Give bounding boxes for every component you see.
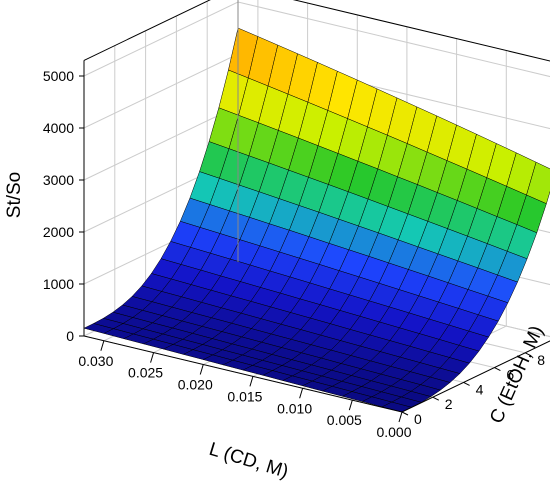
y-tick-mark (402, 412, 408, 415)
x-tick-label: 0.030 (78, 353, 113, 369)
z-tick-label: 1000 (43, 276, 74, 292)
x-tick-label: 0.025 (128, 365, 163, 381)
y-axis-label: C (EtOH, M) (486, 323, 548, 427)
y-tick-mark (464, 382, 470, 385)
x-tick-label: 0.005 (327, 412, 362, 428)
x-tick-mark (151, 353, 154, 363)
y-tick-label: 4 (476, 381, 484, 397)
surface-mesh (84, 28, 550, 412)
y-tick-label: 8 (537, 352, 545, 368)
x-tick-mark (349, 400, 352, 410)
y-tick-mark (433, 397, 439, 400)
y-tick-label: 0 (414, 411, 422, 427)
x-tick-label: 0.020 (178, 377, 213, 393)
x-tick-label: 0.000 (376, 424, 411, 440)
x-axis-label: L (CD, M) (207, 439, 291, 483)
x-tick-mark (399, 412, 402, 422)
x-tick-label: 0.015 (227, 388, 262, 404)
x-tick-mark (300, 388, 303, 398)
z-tick-label: 5000 (43, 68, 74, 84)
z-tick-label: 4000 (43, 120, 74, 136)
z-tick-label: 3000 (43, 172, 74, 188)
y-tick-mark (494, 368, 500, 371)
y-tick-label: 2 (445, 396, 453, 412)
x-tick-label: 0.010 (277, 400, 312, 416)
z-axis-label: St/So (4, 172, 25, 218)
x-tick-mark (250, 376, 253, 386)
x-tick-mark (101, 341, 104, 351)
x-tick-mark (200, 365, 203, 375)
z-tick-label: 0 (66, 328, 74, 344)
z-tick-label: 2000 (43, 224, 74, 240)
